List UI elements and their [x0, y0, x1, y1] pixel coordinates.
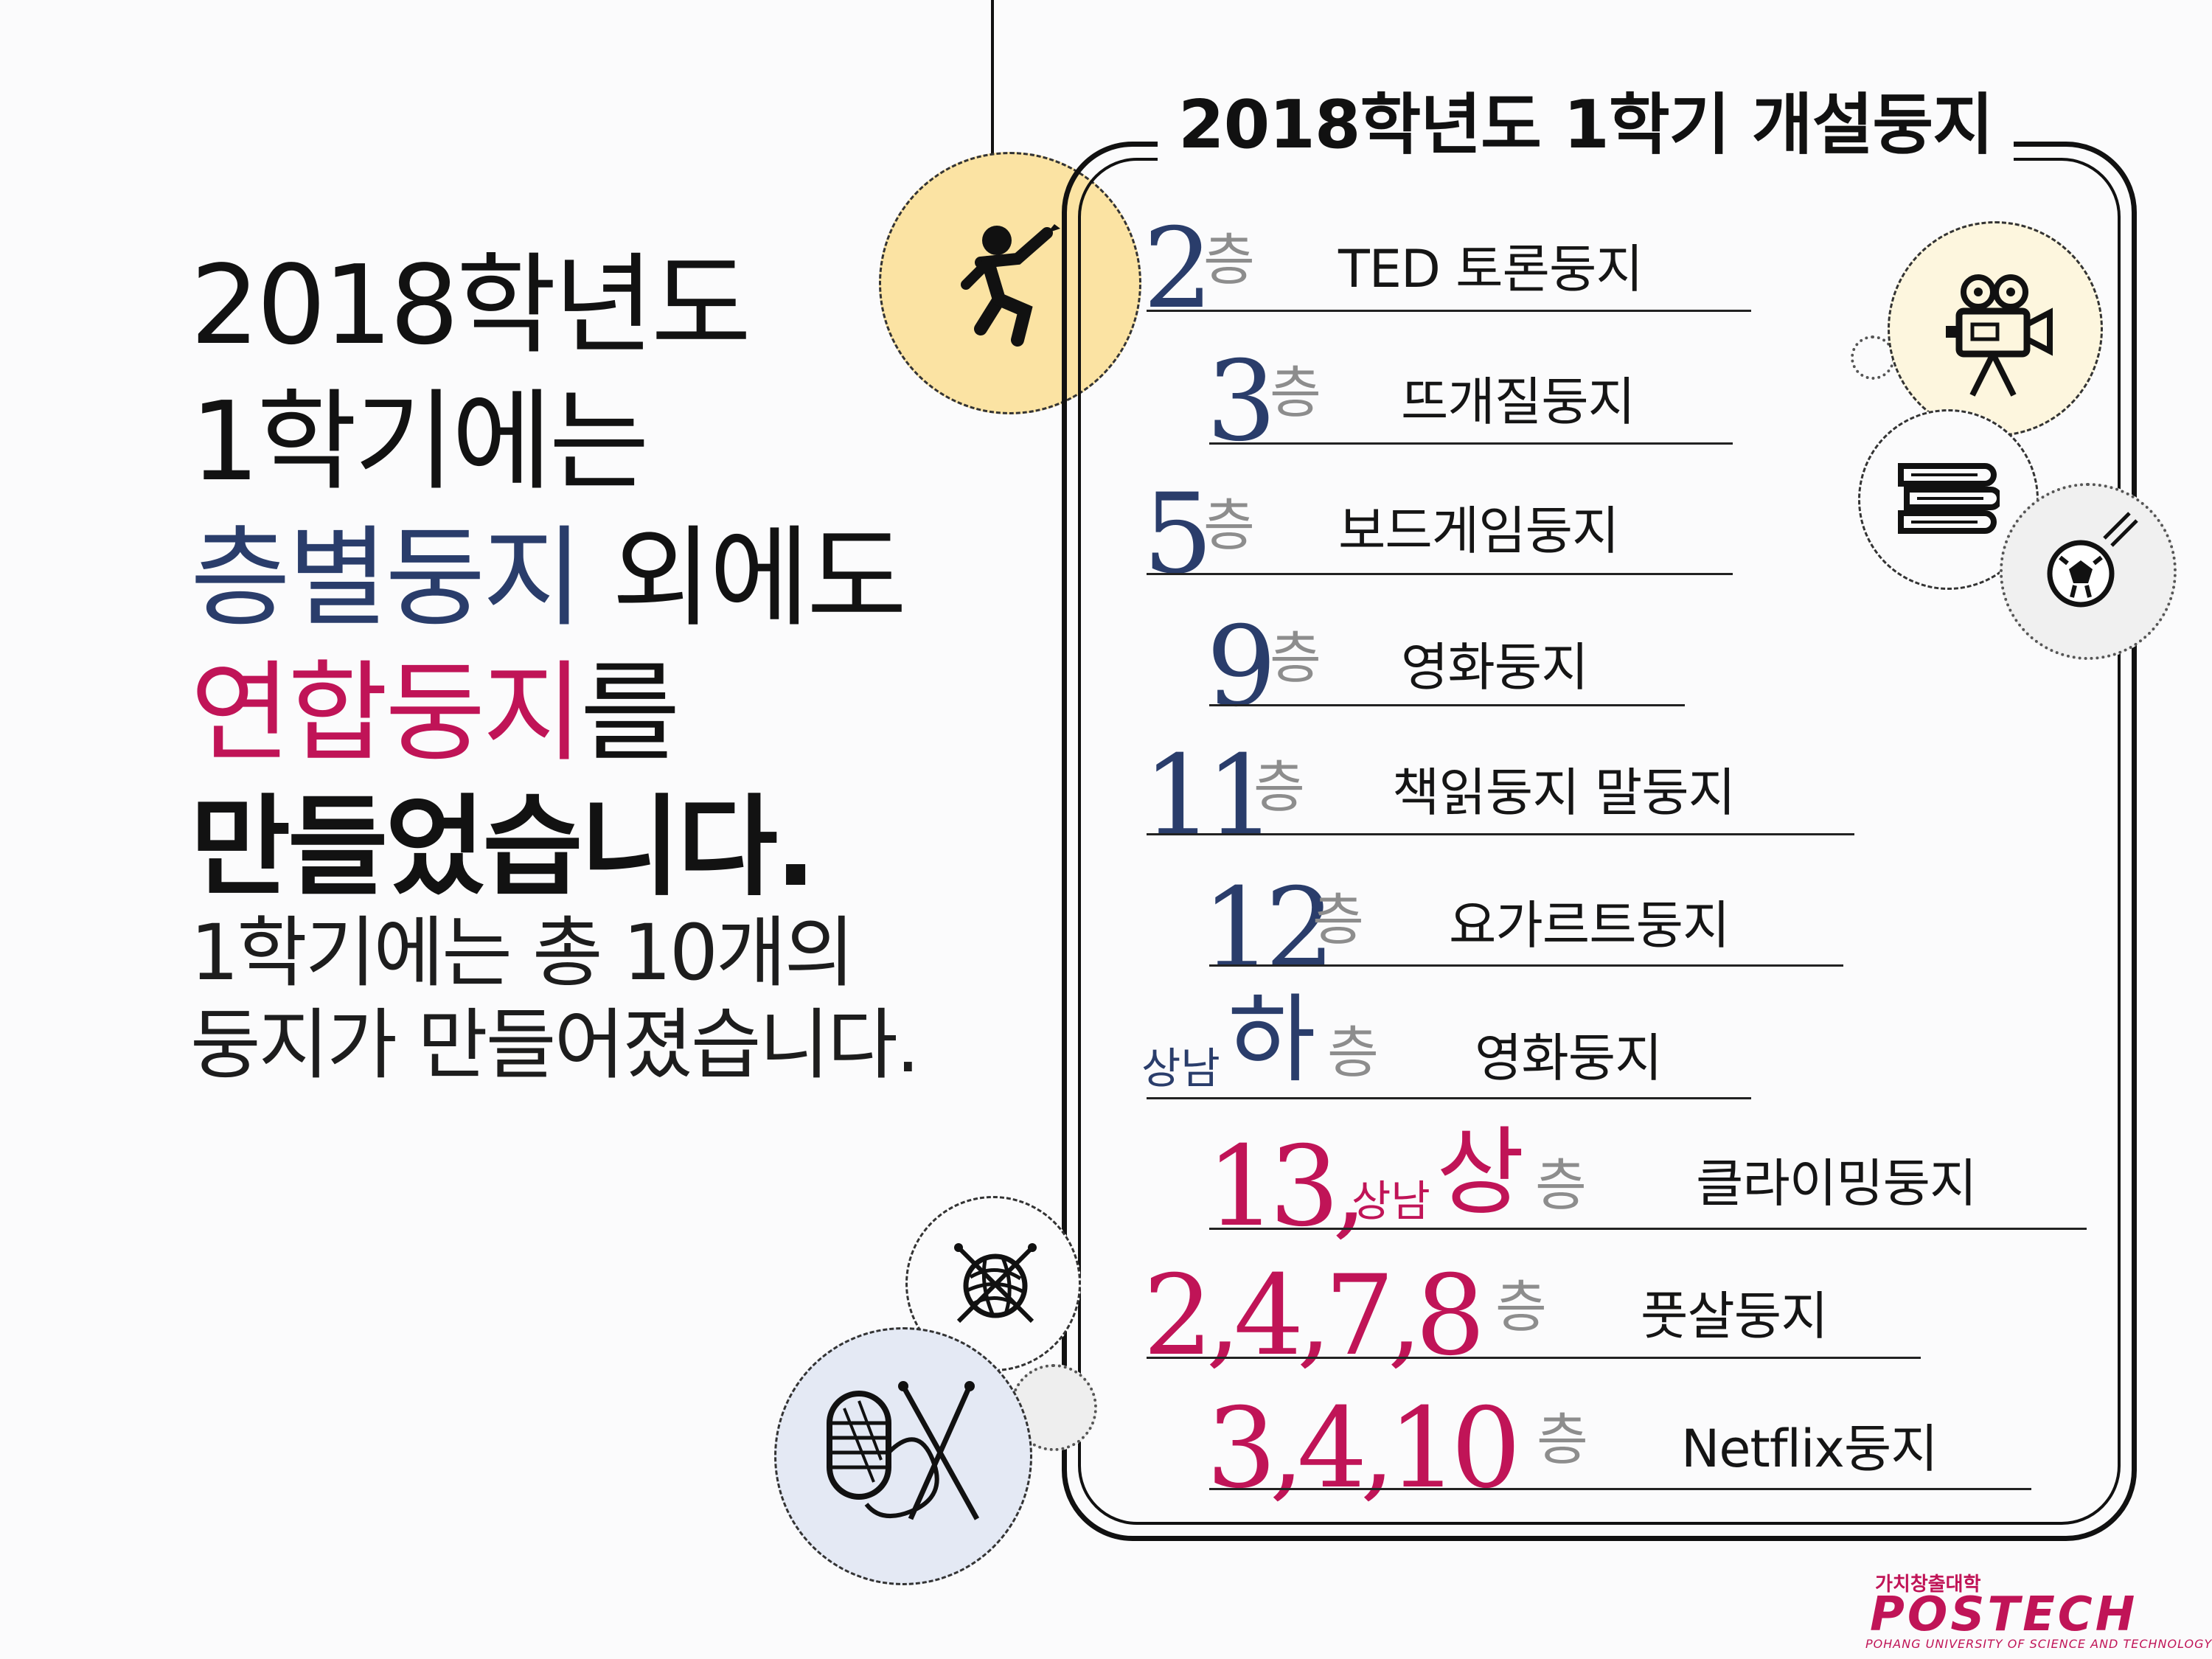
soccer-ball-icon	[2047, 512, 2138, 608]
hanging-rope	[991, 0, 994, 243]
nest-name: 뜨개질둥지	[1401, 372, 1635, 432]
floor-number: 하	[1228, 984, 1316, 1096]
knitting-circle	[774, 1327, 1032, 1585]
floor-suffix: 층	[1535, 1152, 1587, 1218]
floor-suffix: 층	[1203, 493, 1255, 558]
movie-camera-icon	[1946, 274, 2053, 397]
floor-number: 13,	[1206, 1123, 1368, 1251]
postech-logo: POSTECH	[1870, 1587, 2138, 1642]
intro-highlight-union-nest: 연합둥지	[190, 650, 583, 776]
floor-number: 12	[1202, 865, 1335, 993]
row-divider	[1209, 704, 1685, 706]
row-divider	[1209, 964, 1843, 967]
floor-suffix: 층	[1537, 1407, 1588, 1472]
floor-suffix: 층	[1327, 1020, 1379, 1085]
floor-suffix: 층	[1253, 754, 1305, 820]
floor-number: 2,4,7,8	[1143, 1252, 1486, 1380]
intro-line-3: 층별둥지 외에도	[190, 524, 907, 633]
nest-name: 요가르트둥지	[1449, 895, 1730, 956]
nest-name: Netflix둥지	[1681, 1419, 1938, 1479]
intro-sub-1: 1학기에는 총 10개의	[190, 908, 855, 998]
intro-line-4-rest: 를	[580, 650, 681, 776]
intro-sub-2: 둥지가 만들어졌습니다.	[190, 1000, 920, 1090]
board-title: 2018학년도 1학기 개설둥지	[1158, 81, 2014, 170]
floor-extra: 상	[1436, 1116, 1525, 1228]
row-divider	[1209, 442, 1733, 445]
intro-line-4: 연합둥지를	[190, 658, 681, 768]
logo-tagline: 가치창출대학	[1875, 1573, 1981, 1596]
intro-line-5: 만들었습니다.	[190, 784, 816, 911]
books-icon	[1898, 463, 2000, 534]
floor-prefix: 상남	[1141, 1043, 1220, 1093]
logo-subtitle: POHANG UNIVERSITY OF SCIENCE AND TECHNOL…	[1865, 1637, 2212, 1651]
intro-line-1: 2018학년도	[190, 242, 751, 369]
intro-line-3-rest: 외에도	[580, 515, 907, 641]
knitting-yarn-icon	[827, 1381, 980, 1520]
nest-name: 영화둥지	[1401, 637, 1589, 698]
floor-number: 3	[1206, 338, 1276, 466]
nest-name: 풋살둥지	[1641, 1286, 1829, 1346]
floor-suffix: 층	[1270, 360, 1321, 425]
floor-number: 3,4,10	[1206, 1385, 1521, 1513]
yarn-ball-icon	[954, 1243, 1037, 1324]
row-divider	[1147, 1357, 1921, 1359]
nest-name: 클라이밍둥지	[1696, 1153, 1977, 1214]
row-divider	[1209, 1228, 2087, 1230]
nest-name: 영화둥지	[1475, 1028, 1663, 1088]
floor-number: 2	[1143, 205, 1213, 333]
row-divider	[1147, 573, 1733, 575]
nest-name: TED 토론둥지	[1338, 239, 1644, 299]
intro-line-2: 1학기에는	[190, 378, 650, 505]
floor-suffix: 층	[1495, 1274, 1547, 1340]
nest-name: 보드게임둥지	[1338, 501, 1619, 561]
floor-number: 5	[1143, 470, 1213, 599]
floor-prefix: 상남	[1352, 1176, 1430, 1226]
row-divider	[1147, 310, 1751, 312]
floor-suffix: 층	[1312, 887, 1364, 953]
climber-icon	[961, 224, 1060, 347]
nest-name: 책읽둥지 말둥지	[1392, 762, 1736, 823]
row-divider	[1147, 833, 1854, 835]
row-divider	[1209, 1488, 2031, 1490]
intro-highlight-floor-nest: 층별둥지	[190, 515, 583, 641]
floor-suffix: 층	[1270, 625, 1321, 691]
floor-suffix: 층	[1203, 227, 1255, 293]
row-divider	[1147, 1097, 1751, 1099]
